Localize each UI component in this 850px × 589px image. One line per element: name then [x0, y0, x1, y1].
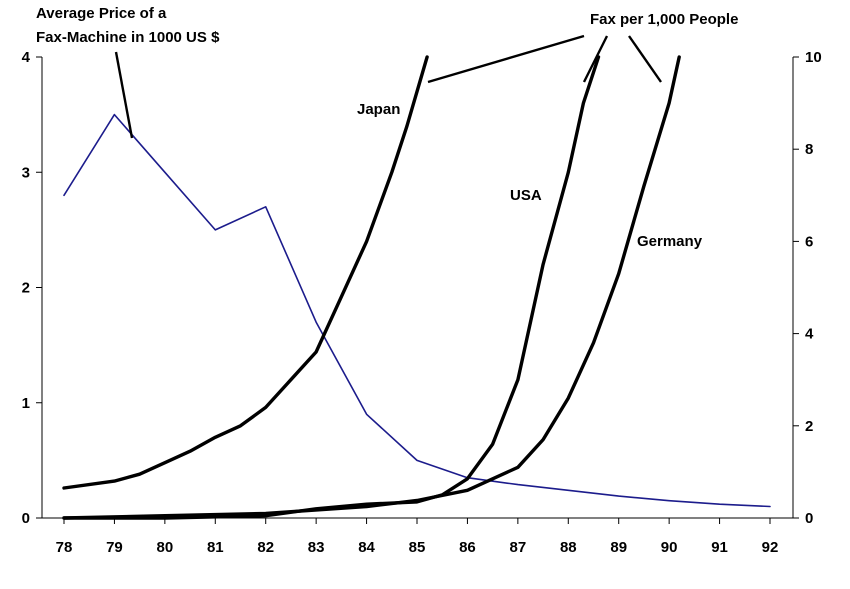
x-axis-tick-label: 88 [560, 539, 577, 556]
x-axis-tick-label: 84 [358, 539, 375, 556]
left-axis-tick-label: 3 [22, 164, 30, 181]
x-axis-tick-label: 89 [610, 539, 627, 556]
usa-fax-line [62, 55, 601, 520]
fax-pointer-japan [427, 34, 585, 84]
x-axis-tick-label: 83 [308, 539, 325, 556]
left-axis-tick-label: 4 [22, 49, 31, 66]
x-axis-tick-label: 85 [409, 539, 426, 556]
price-annotation-line1: Average Price of a [36, 5, 167, 22]
japan-fax-line [62, 55, 429, 490]
fax-pointer-usa [582, 35, 609, 83]
right-axis-tick-label: 2 [805, 418, 813, 435]
right-axis-tick-label: 4 [805, 326, 814, 343]
left-axis-tick-label: 0 [22, 510, 30, 527]
x-axis-tick-label: 87 [510, 539, 527, 556]
x-axis-tick-label: 91 [711, 539, 728, 556]
fax-annotation: Fax per 1,000 People [590, 11, 738, 28]
right-axis-tick-label: 0 [805, 510, 813, 527]
right-axis-tick-label: 10 [805, 49, 822, 66]
right-axis-tick-label: 8 [805, 141, 813, 158]
germany-fax-line [62, 55, 681, 520]
x-axis-tick-label: 78 [56, 539, 73, 556]
x-axis-tick-label: 86 [459, 539, 476, 556]
x-axis-tick-label: 82 [257, 539, 274, 556]
price-pointer-line [114, 51, 134, 139]
x-axis-tick-label: 81 [207, 539, 224, 556]
right-axis-tick-label: 6 [805, 233, 813, 250]
japan-label: Japan [357, 101, 400, 118]
price-line [63, 113, 771, 508]
annotations: Average Price of a Fax-Machine in 1000 U… [36, 5, 738, 250]
axes: 0 1 2 3 4 0 2 4 6 8 10 78 79 80 81 82 83 84 85 86 87 88 89 90 91… [22, 49, 822, 556]
germany-label: Germany [637, 233, 703, 250]
left-axis-tick-label: 2 [22, 280, 30, 297]
usa-label: USA [510, 187, 542, 204]
price-annotation-line2: Fax-Machine in 1000 US $ [36, 29, 220, 46]
x-axis-tick-label: 90 [661, 539, 678, 556]
x-axis-tick-label: 79 [106, 539, 123, 556]
x-axis-tick-label: 80 [157, 539, 174, 556]
series [62, 55, 771, 520]
left-axis-tick-label: 1 [22, 395, 30, 412]
x-axis-tick-label: 92 [762, 539, 779, 556]
fax-pointer-germany [628, 35, 662, 83]
